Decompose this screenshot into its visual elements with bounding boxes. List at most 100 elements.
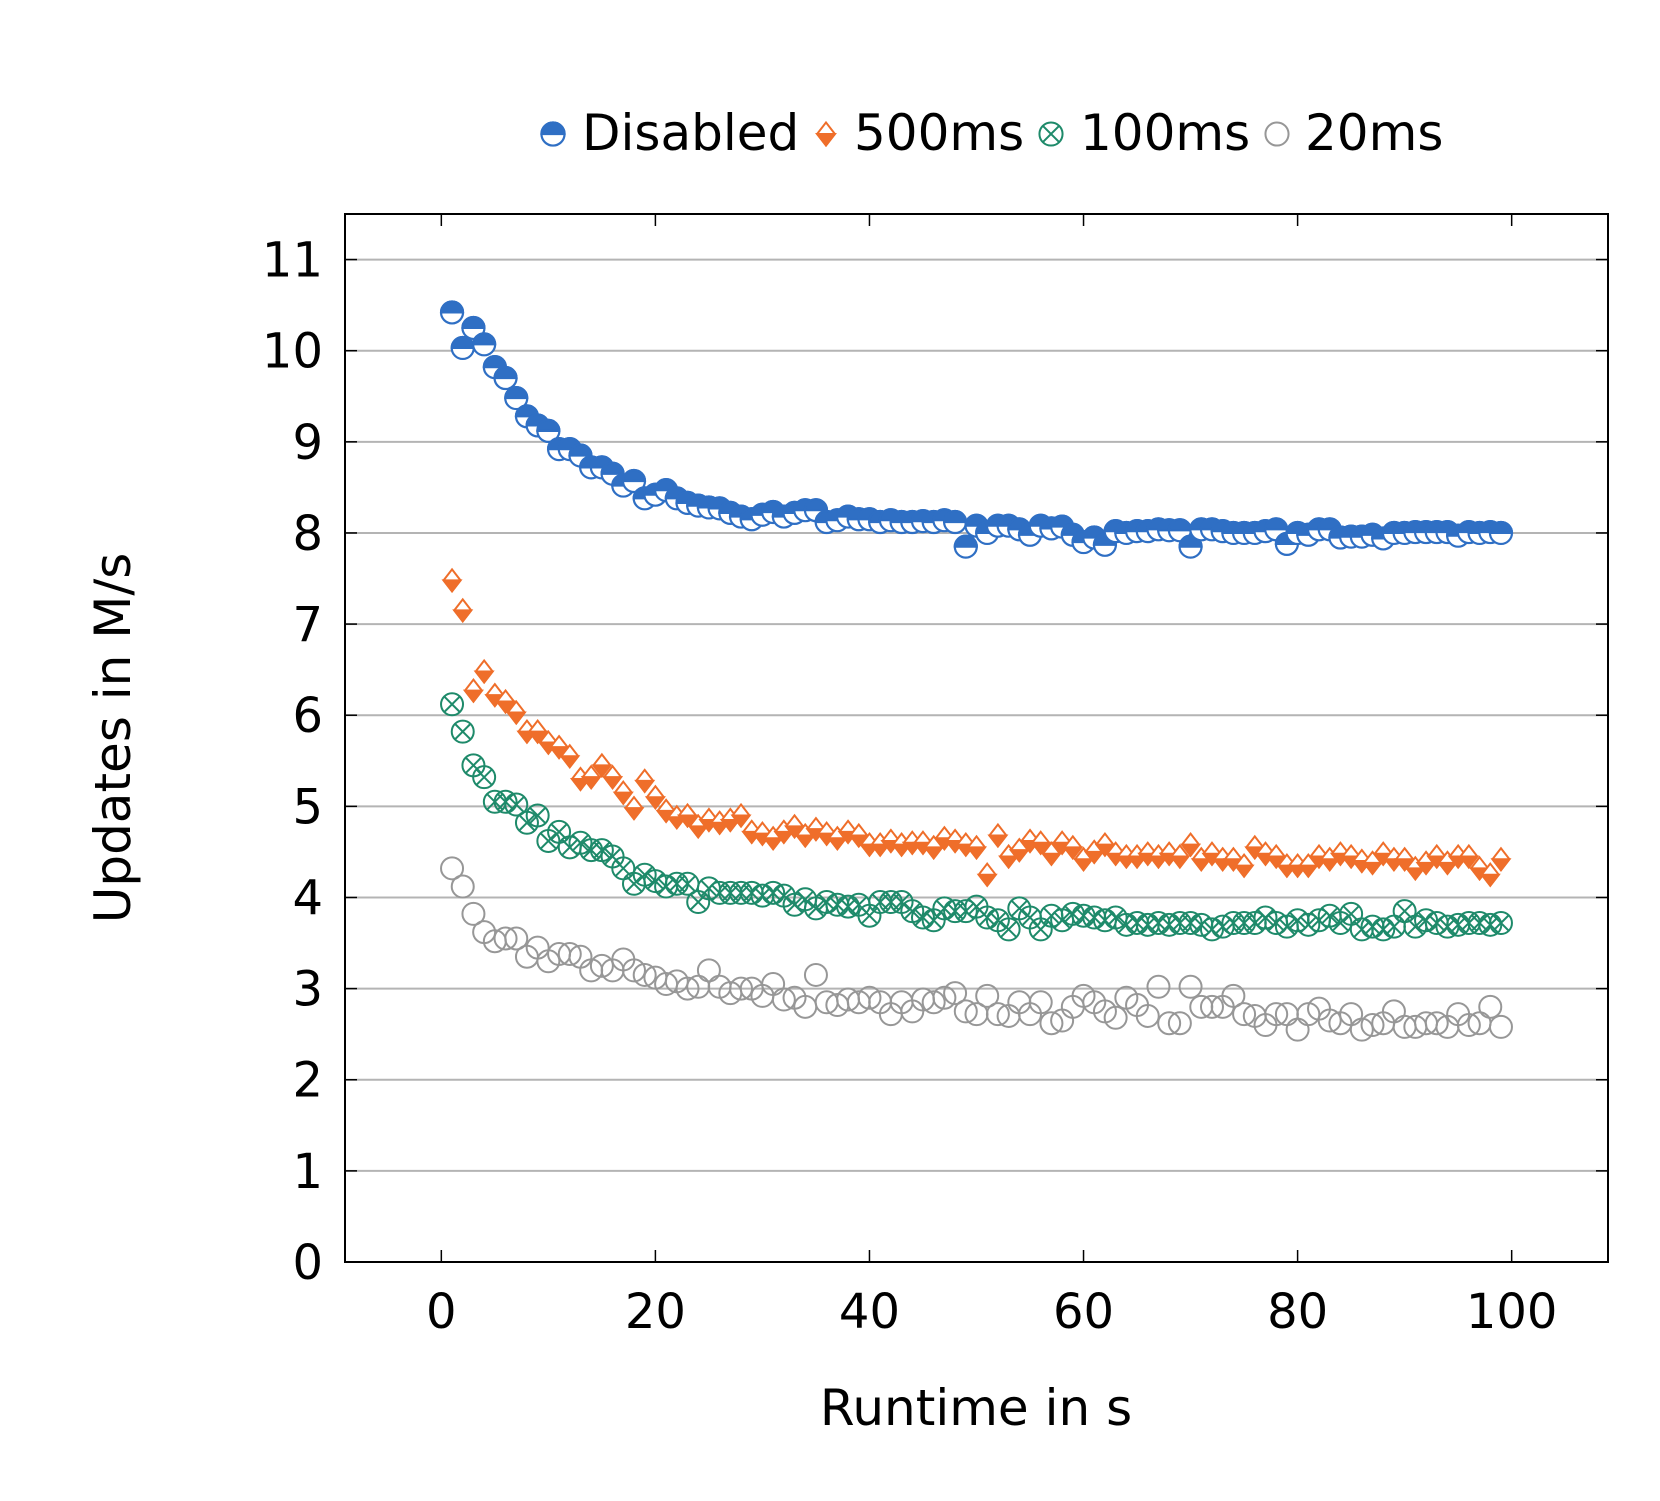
data-point bbox=[987, 822, 1009, 849]
y-tick-label: 5 bbox=[292, 779, 323, 835]
data-point bbox=[1308, 843, 1330, 870]
legend-label-100ms: 100ms bbox=[1080, 104, 1250, 162]
plot-frame bbox=[344, 213, 1609, 1263]
data-point bbox=[621, 958, 646, 983]
data-point bbox=[450, 719, 475, 744]
data-point bbox=[975, 983, 1000, 1008]
legend-label-20ms: 20ms bbox=[1305, 104, 1443, 162]
data-point bbox=[440, 692, 465, 717]
data-point bbox=[591, 752, 613, 778]
data-point bbox=[719, 807, 741, 833]
data-point bbox=[1317, 1008, 1342, 1033]
data-point bbox=[644, 784, 666, 810]
data-point bbox=[1488, 910, 1513, 935]
data-point bbox=[440, 856, 465, 881]
data-point bbox=[612, 780, 634, 806]
data-point bbox=[1199, 994, 1224, 1019]
x-axis-title: Runtime in s bbox=[820, 1379, 1132, 1437]
data-point bbox=[943, 981, 968, 1006]
data-point bbox=[1040, 841, 1062, 867]
series-100ms bbox=[440, 692, 1513, 942]
data-point bbox=[559, 743, 581, 769]
y-tick-label: 6 bbox=[292, 688, 323, 744]
data-point bbox=[942, 509, 968, 535]
data-point bbox=[1349, 1017, 1374, 1042]
data-point bbox=[1103, 1005, 1128, 1030]
data-point bbox=[985, 1002, 1010, 1027]
data-point bbox=[623, 795, 645, 821]
data-point bbox=[495, 688, 517, 715]
data-point bbox=[493, 365, 518, 391]
data-point bbox=[589, 953, 614, 978]
data-point bbox=[1028, 990, 1053, 1015]
data-point bbox=[621, 468, 647, 494]
data-point bbox=[953, 999, 978, 1024]
legend-marker-shape bbox=[1264, 121, 1290, 147]
data-point bbox=[1030, 830, 1052, 856]
data-point bbox=[472, 765, 497, 790]
data-point bbox=[632, 962, 657, 987]
data-point bbox=[1157, 1011, 1182, 1036]
data-point bbox=[602, 764, 624, 790]
data-point bbox=[1264, 1002, 1289, 1027]
data-point bbox=[525, 803, 550, 828]
y-tick-label: 1 bbox=[292, 1144, 323, 1200]
data-point bbox=[1458, 843, 1480, 870]
data-point bbox=[504, 926, 529, 951]
data-point bbox=[676, 802, 699, 829]
data-point bbox=[504, 792, 529, 817]
data-point bbox=[976, 862, 998, 888]
data-point bbox=[441, 567, 463, 593]
data-point bbox=[536, 418, 561, 443]
data-point bbox=[955, 831, 977, 858]
data-point bbox=[965, 834, 988, 860]
data-point bbox=[1167, 1011, 1192, 1036]
data-point bbox=[504, 385, 529, 411]
data-point bbox=[1180, 831, 1202, 858]
legend: Disabled 500ms 100ms 20ms bbox=[540, 104, 1443, 162]
data-point bbox=[1424, 1011, 1449, 1036]
data-point bbox=[1392, 899, 1417, 924]
data-point bbox=[1296, 1002, 1321, 1027]
data-point bbox=[1135, 1003, 1160, 1028]
data-point bbox=[450, 874, 475, 899]
data-point bbox=[1488, 1014, 1513, 1039]
data-point bbox=[1297, 852, 1319, 879]
data-point bbox=[493, 926, 518, 951]
data-point bbox=[1232, 1002, 1257, 1027]
data-point bbox=[889, 890, 914, 915]
data-point bbox=[675, 871, 700, 896]
data-point bbox=[857, 985, 882, 1010]
data-point bbox=[1147, 843, 1169, 870]
data-point bbox=[450, 335, 475, 361]
y-axis-title: Updates in M/s bbox=[84, 553, 142, 924]
legend-item-100ms: 100ms bbox=[1038, 104, 1250, 162]
y-tick-label: 8 bbox=[292, 506, 323, 562]
data-point bbox=[729, 976, 754, 1001]
series-20ms bbox=[440, 856, 1513, 1042]
data-point bbox=[527, 718, 549, 745]
data-point bbox=[1478, 994, 1503, 1019]
data-point bbox=[771, 987, 796, 1012]
x-tick-label: 60 bbox=[1053, 1284, 1114, 1340]
data-point bbox=[696, 958, 721, 983]
data-point bbox=[461, 901, 486, 926]
data-point bbox=[730, 802, 752, 829]
legend-item-disabled: Disabled bbox=[540, 104, 799, 162]
y-tick-label: 3 bbox=[292, 962, 323, 1018]
legend-marker-open-circle-icon bbox=[1264, 121, 1290, 147]
data-point bbox=[1488, 520, 1514, 546]
data-point bbox=[634, 768, 656, 794]
y-tick-label: 0 bbox=[292, 1235, 323, 1291]
y-tick-label: 7 bbox=[292, 597, 323, 653]
series-500ms bbox=[441, 567, 1512, 888]
legend-marker-half-diamond-icon bbox=[815, 120, 837, 148]
legend-marker-half-circle-icon bbox=[540, 121, 566, 147]
gridlines bbox=[345, 258, 1608, 1263]
data-point bbox=[473, 658, 495, 685]
data-point bbox=[1062, 834, 1084, 860]
data-point bbox=[1360, 1013, 1385, 1038]
x-tick-label: 80 bbox=[1267, 1284, 1328, 1340]
y-tick-label: 10 bbox=[262, 324, 323, 380]
legend-item-20ms: 20ms bbox=[1264, 104, 1443, 162]
